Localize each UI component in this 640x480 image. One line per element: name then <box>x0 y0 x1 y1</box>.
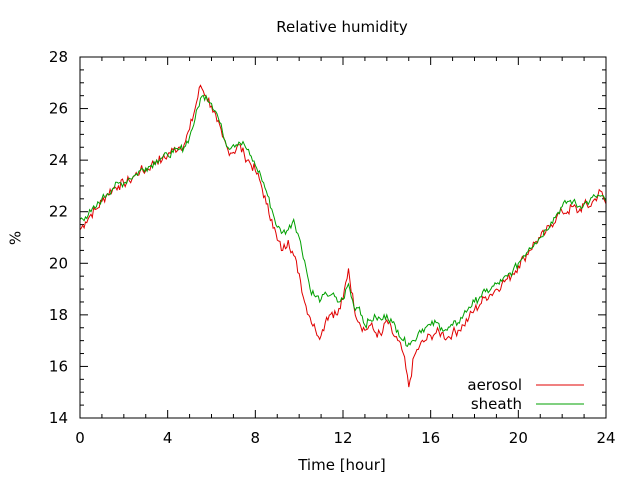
y-tick-label: 16 <box>49 357 68 375</box>
legend-label-sheath: sheath <box>471 395 522 413</box>
series-line-aerosol <box>79 84 607 388</box>
legend-label-aerosol: aerosol <box>467 376 522 394</box>
x-axis-label: Time [hour] <box>297 456 386 474</box>
y-axis-label: % <box>7 231 25 245</box>
plot-area <box>79 84 607 388</box>
y-tick-label: 20 <box>49 254 68 272</box>
chart-title: Relative humidity <box>276 18 408 36</box>
y-tick-label: 24 <box>49 151 68 169</box>
x-tick-label: 0 <box>75 429 85 447</box>
plot-frame <box>79 56 607 419</box>
x-tick-label: 4 <box>163 429 173 447</box>
x-tick-label: 8 <box>251 429 261 447</box>
x-tick-label: 12 <box>333 429 352 447</box>
y-tick-label: 28 <box>49 48 68 66</box>
y-tick-label: 14 <box>49 409 68 427</box>
x-tick-label: 20 <box>509 429 528 447</box>
x-tick-label: 16 <box>421 429 440 447</box>
y-tick-label: 18 <box>49 306 68 324</box>
y-tick-label: 22 <box>49 203 68 221</box>
series-line-sheath <box>79 94 607 347</box>
axis-ticks: 0 4 8 12 16 20 24 14 16 18 20 22 24 26 28 <box>49 48 616 447</box>
y-tick-label: 26 <box>49 100 68 118</box>
x-tick-label: 24 <box>596 429 615 447</box>
